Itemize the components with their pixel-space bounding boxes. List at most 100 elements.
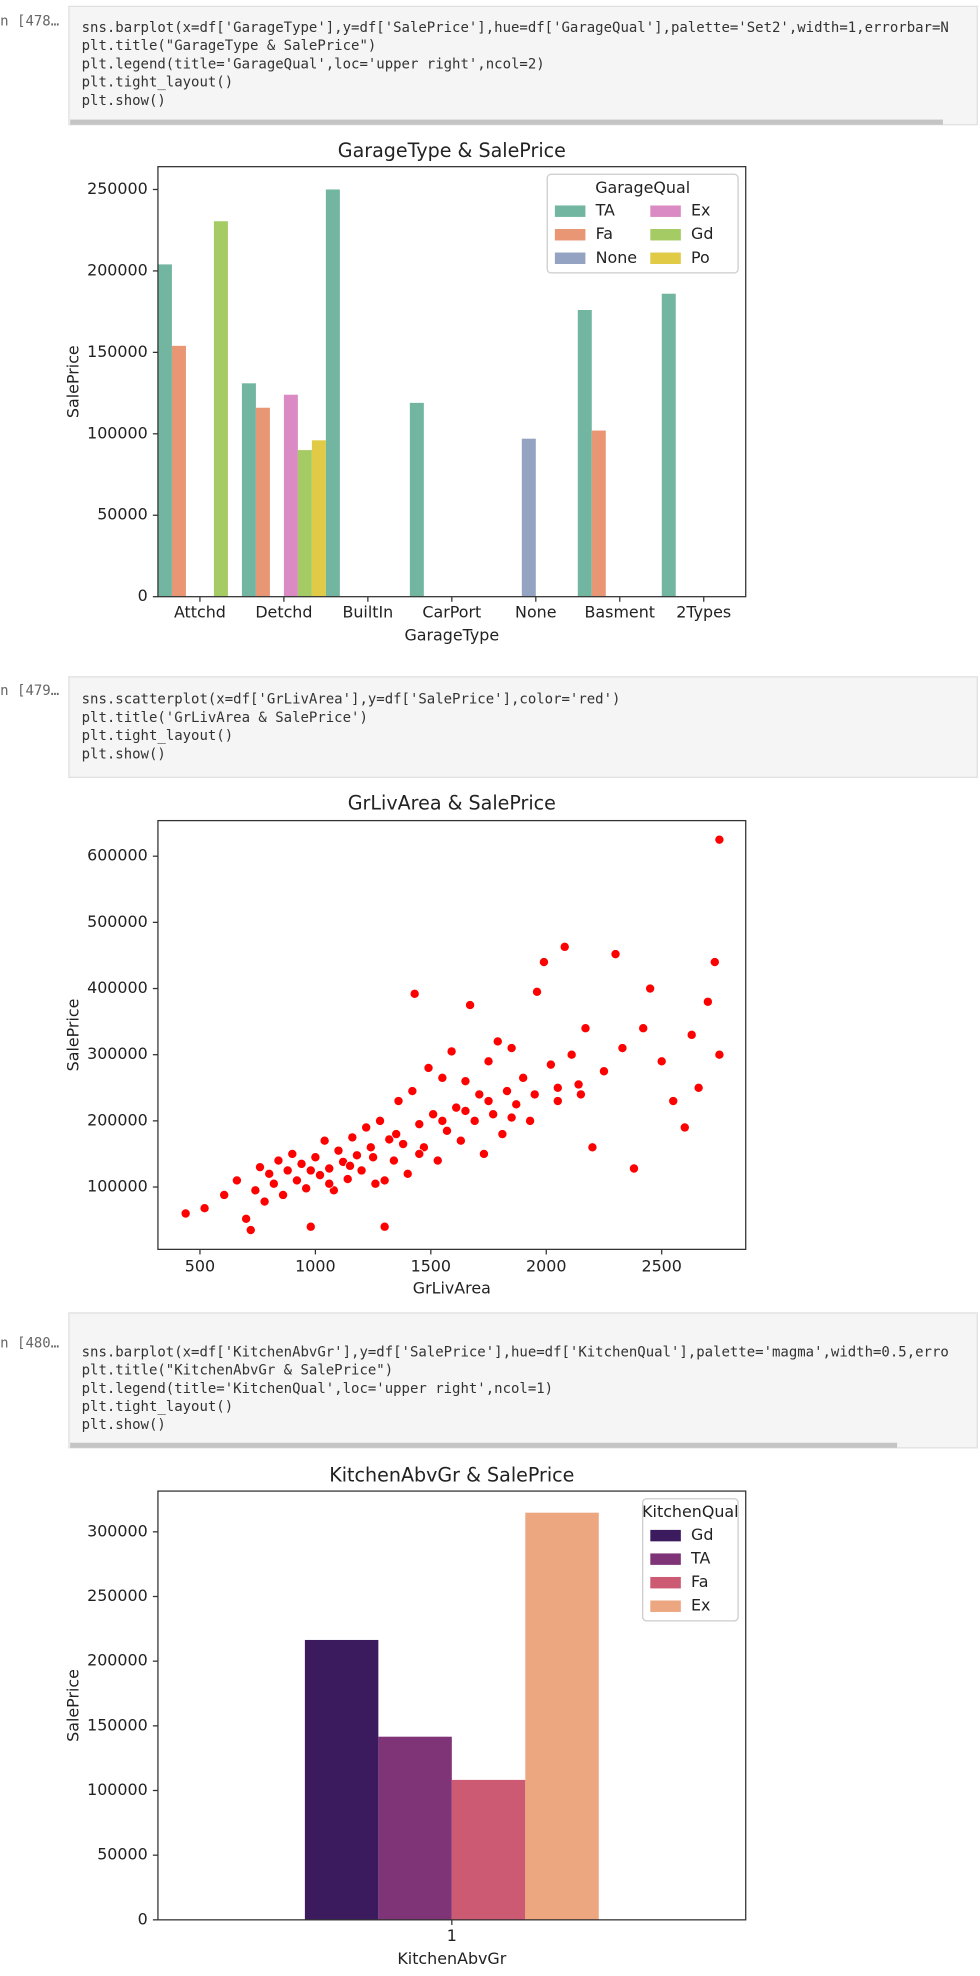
point xyxy=(442,1125,452,1136)
point xyxy=(573,1079,584,1090)
legend-label: Ex xyxy=(691,1596,710,1615)
y-tick-label: 0 xyxy=(138,1909,148,1928)
x-tick-label: Attchd xyxy=(174,603,226,622)
point xyxy=(393,1096,404,1106)
y-axis-label: SalePrice xyxy=(63,1669,82,1742)
legend-label: TA xyxy=(595,201,615,220)
x-tick-label: 2500 xyxy=(641,1257,681,1276)
point xyxy=(324,1178,335,1189)
x-tick-label: 1000 xyxy=(295,1257,335,1276)
x-tick-label: CarPort xyxy=(422,603,481,622)
point xyxy=(617,1043,628,1054)
point xyxy=(552,1096,563,1106)
code-line: sns.barplot(x=df['GarageType'],y=df['Sal… xyxy=(82,20,949,36)
cell-prompt: n [478… xyxy=(0,14,59,30)
x-tick-label: 500 xyxy=(185,1257,215,1276)
point xyxy=(324,1163,335,1174)
point xyxy=(414,1119,425,1130)
point xyxy=(219,1190,230,1200)
point xyxy=(506,1112,517,1123)
point xyxy=(356,1165,367,1176)
bar xyxy=(591,430,606,597)
point xyxy=(575,1089,586,1100)
y-tick-label: 150000 xyxy=(87,342,148,361)
point xyxy=(305,1165,316,1176)
legend-label: Gd xyxy=(691,224,713,243)
point xyxy=(407,1086,418,1097)
point xyxy=(587,1142,598,1153)
legend-label: TA xyxy=(690,1549,710,1568)
point xyxy=(714,834,725,845)
point xyxy=(319,1135,330,1146)
x-tick-label: BuiltIn xyxy=(342,603,393,622)
code-line: plt.show() xyxy=(82,746,166,762)
legend-title: KitchenQual xyxy=(642,1502,738,1521)
point xyxy=(241,1213,252,1224)
point xyxy=(250,1185,261,1196)
point xyxy=(532,986,542,997)
point xyxy=(384,1134,395,1145)
point xyxy=(645,983,656,994)
point xyxy=(599,1066,609,1077)
point xyxy=(465,1000,476,1011)
point xyxy=(668,1096,679,1106)
code-cell xyxy=(68,5,978,126)
point xyxy=(180,1208,191,1219)
point xyxy=(282,1165,293,1176)
point xyxy=(375,1115,385,1126)
bar xyxy=(297,450,312,597)
bar xyxy=(378,1736,452,1920)
point xyxy=(446,1046,457,1057)
bar xyxy=(171,345,186,597)
code-block: sns.barplot(x=df['GarageType'],y=df['Sal… xyxy=(82,20,949,109)
bar xyxy=(661,293,676,597)
point xyxy=(310,1152,321,1163)
point xyxy=(709,957,720,968)
code-line: plt.show() xyxy=(82,93,166,109)
x-axis-label: GrLivArea xyxy=(413,1278,491,1297)
point xyxy=(502,1086,512,1097)
bar xyxy=(409,402,424,597)
point xyxy=(638,1023,649,1034)
cell-prompt: n [479… xyxy=(0,683,59,699)
point xyxy=(552,1082,563,1093)
point xyxy=(538,957,549,968)
point xyxy=(686,1029,697,1040)
point xyxy=(351,1150,362,1161)
point xyxy=(365,1142,376,1153)
point xyxy=(414,1148,425,1159)
bar xyxy=(525,1512,599,1920)
point xyxy=(423,1062,434,1073)
y-tick-label: 600000 xyxy=(87,846,148,865)
point xyxy=(379,1221,390,1232)
point xyxy=(315,1170,325,1181)
point xyxy=(409,988,420,999)
y-tick-label: 0 xyxy=(138,586,148,605)
point xyxy=(245,1225,256,1235)
point xyxy=(455,1135,466,1146)
point xyxy=(610,949,621,960)
code-block: sns.barplot(x=df['KitchenAbvGr'],y=df['S… xyxy=(82,1344,949,1433)
y-tick-label: 200000 xyxy=(87,1110,148,1129)
legend-swatch xyxy=(650,1600,681,1612)
point xyxy=(529,1089,540,1100)
point xyxy=(273,1155,284,1166)
x-tick-label: 2000 xyxy=(526,1257,566,1276)
point xyxy=(255,1162,265,1173)
y-tick-label: 150000 xyxy=(87,1715,148,1734)
point xyxy=(398,1139,409,1149)
point xyxy=(231,1175,242,1186)
x-tick-label: 1500 xyxy=(411,1257,451,1276)
y-axis-label: SalePrice xyxy=(63,999,82,1072)
point xyxy=(488,1109,499,1120)
code-cell xyxy=(68,676,978,778)
bar xyxy=(521,438,536,597)
point xyxy=(347,1132,358,1143)
point xyxy=(518,1072,529,1083)
chart-title: KitchenAbvGr & SalePrice xyxy=(329,1464,574,1486)
bar xyxy=(304,1639,379,1920)
code-line: sns.barplot(x=df['KitchenAbvGr'],y=df['S… xyxy=(82,1344,949,1360)
legend-label: Gd xyxy=(691,1525,713,1544)
legend-label: Fa xyxy=(691,1572,708,1591)
code-line: plt.title('GrLivArea & SalePrice') xyxy=(82,710,368,726)
